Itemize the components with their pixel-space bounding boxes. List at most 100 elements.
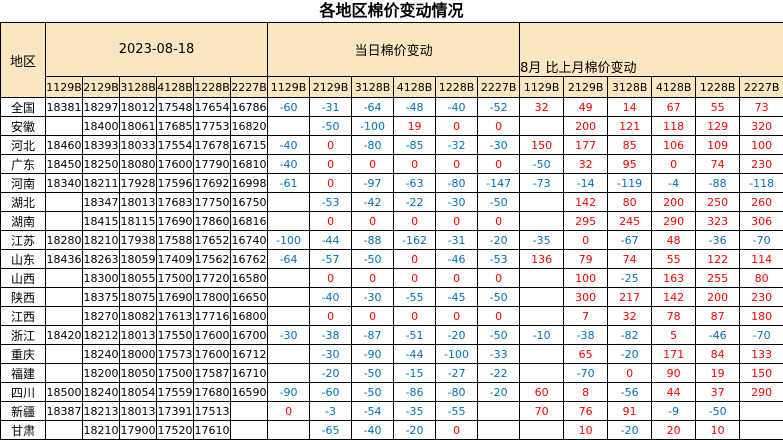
daily-change-cell: -86 xyxy=(394,383,436,402)
price-cell: 16740 xyxy=(231,231,268,250)
daily-change-cell: -87 xyxy=(352,326,394,345)
monthly-change-cell: -36 xyxy=(696,231,740,250)
daily-change-cell: 0 xyxy=(436,117,478,136)
daily-change-cell: -100 xyxy=(352,117,394,136)
grade-column-header: 1129B xyxy=(46,77,83,98)
price-cell: 18012 xyxy=(120,98,157,117)
price-cell: 18400 xyxy=(83,117,120,136)
monthly-change-cell: 323 xyxy=(696,212,740,231)
daily-change-cell: 0 xyxy=(436,421,478,440)
monthly-change-cell: -20 xyxy=(608,345,652,364)
monthly-change-cell: 76 xyxy=(564,402,608,421)
monthly-change-cell: 67 xyxy=(652,98,696,117)
price-cell: 16820 xyxy=(231,117,268,136)
daily-change-cell: -55 xyxy=(394,288,436,307)
monthly-change-cell: -82 xyxy=(608,326,652,345)
monthly-change-cell: 255 xyxy=(696,269,740,288)
monthly-change-cell: 142 xyxy=(564,193,608,212)
daily-change-cell: 19 xyxy=(394,117,436,136)
price-cell: 17900 xyxy=(120,421,157,440)
daily-change-cell: -162 xyxy=(394,231,436,250)
region-cell: 山西 xyxy=(1,269,46,288)
price-cell: 16816 xyxy=(231,212,268,231)
price-cell xyxy=(46,307,83,326)
price-cell: 18013 xyxy=(120,193,157,212)
monthly-change-cell: 230 xyxy=(740,155,783,174)
daily-change-cell xyxy=(268,117,310,136)
price-cell: 16590 xyxy=(231,383,268,402)
daily-change-cell xyxy=(478,402,520,421)
grade-column-header: 2129B xyxy=(83,77,120,98)
monthly-change-cell xyxy=(740,421,783,440)
region-cell: 新疆 xyxy=(1,402,46,421)
group-header-monthly-change: 8月 比上月棉价变动 xyxy=(520,23,783,77)
page-title: 各地区棉价变动情况 xyxy=(0,0,783,22)
price-cell: 18347 xyxy=(83,193,120,212)
monthly-change-cell: 37 xyxy=(696,383,740,402)
monthly-change-cell: 5 xyxy=(652,326,696,345)
price-cell: 17860 xyxy=(194,212,231,231)
monthly-change-cell: -50 xyxy=(696,402,740,421)
grade-column-header: 4128B xyxy=(652,77,696,98)
region-cell: 全国 xyxy=(1,98,46,117)
daily-change-cell: -44 xyxy=(394,345,436,364)
price-cell xyxy=(46,364,83,383)
price-cell: 17678 xyxy=(194,136,231,155)
daily-change-cell: -42 xyxy=(352,193,394,212)
daily-change-cell: -15 xyxy=(394,364,436,383)
price-cell: 16580 xyxy=(231,269,268,288)
daily-change-cell: -61 xyxy=(268,174,310,193)
price-cell: 18250 xyxy=(83,155,120,174)
price-cell: 18013 xyxy=(120,402,157,421)
region-cell: 江西 xyxy=(1,307,46,326)
daily-change-cell: -53 xyxy=(478,250,520,269)
price-cell: 18054 xyxy=(120,383,157,402)
region-column-header: 地区 xyxy=(1,23,46,98)
price-cell: 18375 xyxy=(83,288,120,307)
monthly-change-cell: -73 xyxy=(520,174,564,193)
price-cell: 17680 xyxy=(194,383,231,402)
price-cell: 16786 xyxy=(231,98,268,117)
grade-column-header: 4128B xyxy=(157,77,194,98)
daily-change-cell: 0 xyxy=(310,307,352,326)
monthly-change-cell: 109 xyxy=(696,136,740,155)
daily-change-cell: -30 xyxy=(478,136,520,155)
monthly-change-cell: 230 xyxy=(740,288,783,307)
daily-change-cell xyxy=(268,269,310,288)
grade-column-header: 1228B xyxy=(194,77,231,98)
region-cell: 四川 xyxy=(1,383,46,402)
grade-column-header: 2227B xyxy=(740,77,783,98)
daily-change-cell: 0 xyxy=(436,307,478,326)
monthly-change-cell: 136 xyxy=(520,250,564,269)
daily-change-cell: -38 xyxy=(310,326,352,345)
region-cell: 江苏 xyxy=(1,231,46,250)
price-cell: 17790 xyxy=(194,155,231,174)
price-cell: 18300 xyxy=(83,269,120,288)
price-cell: 18075 xyxy=(120,288,157,307)
region-cell: 重庆 xyxy=(1,345,46,364)
daily-change-cell: -31 xyxy=(436,231,478,250)
price-cell: 16810 xyxy=(231,155,268,174)
daily-change-cell: -20 xyxy=(394,421,436,440)
monthly-change-cell: -70 xyxy=(564,364,608,383)
price-cell: 17559 xyxy=(157,383,194,402)
price-cell: 16712 xyxy=(231,345,268,364)
price-cell: 17750 xyxy=(194,193,231,212)
daily-change-cell: -50 xyxy=(478,326,520,345)
price-cell: 18013 xyxy=(120,326,157,345)
price-cell: 17685 xyxy=(157,117,194,136)
monthly-change-cell: -70 xyxy=(740,326,783,345)
monthly-change-cell: 60 xyxy=(520,383,564,402)
daily-change-cell: -90 xyxy=(352,345,394,364)
price-cell: 18387 xyxy=(46,402,83,421)
group-header-row: 地区 2023-08-18 当日棉价变动 8月 比上月棉价变动 xyxy=(1,23,783,77)
group-header-daily-change: 当日棉价变动 xyxy=(268,23,520,77)
price-cell: 17600 xyxy=(194,326,231,345)
price-cell: 18393 xyxy=(83,136,120,155)
